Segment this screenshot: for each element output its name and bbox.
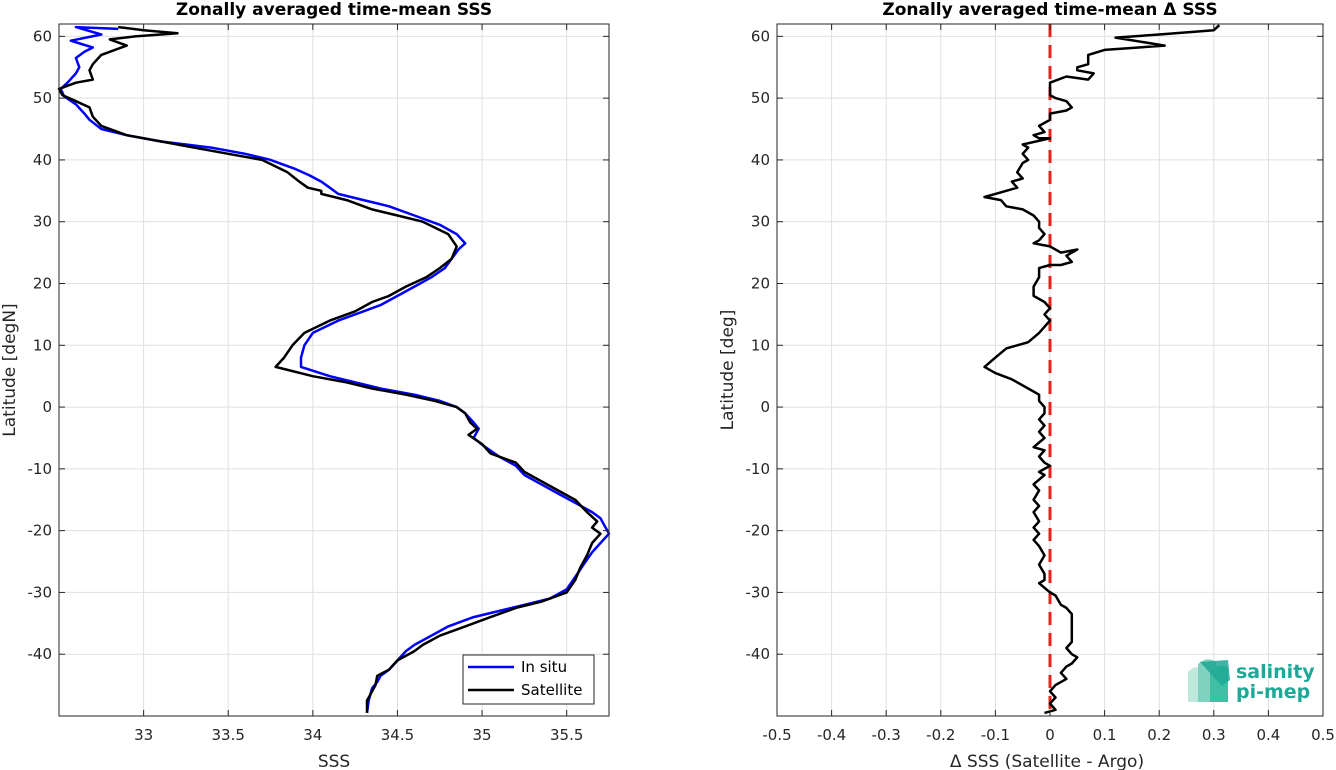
delta-sss-y-axis-label: Latitude [deg] (718, 310, 738, 431)
x-tick-label: -0.4 (817, 726, 846, 744)
x-tick-label: 34 (303, 726, 322, 744)
y-tick-label: -10 (28, 460, 53, 478)
series-line-in-situ (59, 25, 611, 714)
y-tick-label: 0 (42, 398, 52, 416)
y-tick-label: 60 (33, 27, 52, 45)
legend-label-in-situ: In situ (521, 658, 567, 676)
y-tick-label: 30 (33, 213, 52, 231)
delta-sss-y-ticks: -40 -30 -20 -10 0 10 20 30 40 50 60 (746, 27, 1323, 663)
x-tick-label: 0.3 (1202, 726, 1226, 744)
y-tick-label: -40 (28, 645, 53, 663)
x-tick-label: 0.1 (1093, 726, 1117, 744)
sss-grid (59, 24, 609, 716)
x-tick-label: -0.5 (762, 726, 791, 744)
delta-sss-x-axis-label: Δ SSS (Satellite - Argo) (950, 752, 1144, 770)
x-tick-label: 33.5 (212, 726, 245, 744)
y-tick-label: 40 (751, 151, 770, 169)
y-tick-label: 60 (751, 27, 770, 45)
delta-sss-series-group (983, 24, 1221, 715)
x-tick-label: -0.3 (872, 726, 901, 744)
sss-y-axis-label: Latitude [degN] (0, 303, 20, 436)
sss-plot-frame (58, 23, 610, 717)
y-tick-label: -30 (746, 583, 771, 601)
legend-box (462, 654, 595, 705)
x-tick-label: 0 (1045, 726, 1055, 744)
delta-sss-x-ticks: -0.5 -0.4 -0.3 -0.2 -0.1 0 0.1 0.2 0.3 0.4 0.5 (762, 24, 1335, 744)
x-tick-label: 0.5 (1311, 726, 1335, 744)
sss-series-group (57, 25, 611, 714)
delta-sss-panel: -0.5 -0.4 -0.3 -0.2 -0.1 0 0.1 0.2 0.3 0.4 0.5 -40… (718, 0, 1335, 770)
logo-text-salinity: salinity (1236, 661, 1315, 683)
delta-sss-chart-title: Zonally averaged time-mean Δ SSS (882, 0, 1217, 20)
y-tick-label: -20 (28, 522, 53, 540)
y-tick-label: 40 (33, 151, 52, 169)
logo-wave-icon (1188, 659, 1230, 702)
sss-x-ticks: 33 33.5 34 34.5 35 35.5 (134, 24, 583, 744)
legend-label-satellite: Satellite (521, 681, 582, 699)
y-tick-label: 50 (751, 89, 770, 107)
salinity-pi-mep-logo: salinity pi-mep (1188, 659, 1315, 703)
logo-text-pi-mep: pi-mep (1236, 681, 1310, 703)
y-tick-label: 0 (760, 398, 770, 416)
x-tick-label: 33 (134, 726, 153, 744)
y-tick-label: -30 (28, 583, 53, 601)
x-tick-label: -0.1 (981, 726, 1010, 744)
x-tick-label: -0.2 (926, 726, 955, 744)
y-tick-label: -20 (746, 522, 771, 540)
y-tick-label: -10 (746, 460, 771, 478)
x-tick-label: 34.5 (381, 726, 414, 744)
y-tick-label: 20 (751, 275, 770, 293)
x-tick-label: 0.2 (1147, 726, 1171, 744)
x-tick-label: 35.5 (550, 726, 583, 744)
y-tick-label: 10 (33, 336, 52, 354)
y-tick-label: 50 (33, 89, 52, 107)
x-tick-label: 35 (473, 726, 492, 744)
y-tick-label: 20 (33, 275, 52, 293)
sss-legend: In situ Satellite (462, 654, 595, 705)
sss-x-axis-label: SSS (318, 752, 350, 770)
y-tick-label: 30 (751, 213, 770, 231)
sss-panel: 33 33.5 34 34.5 35 35.5 -40 -30 -20 -10 0 10 20 30 40… (0, 0, 611, 770)
series-line-delta-sss (983, 24, 1221, 715)
y-tick-label: 10 (751, 336, 770, 354)
sss-chart-title: Zonally averaged time-mean SSS (176, 0, 492, 20)
y-tick-label: -40 (746, 645, 771, 663)
sss-y-ticks: -40 -30 -20 -10 0 10 20 30 40 50 60 (28, 27, 609, 663)
series-line-satellite (57, 25, 602, 713)
x-tick-label: 0.4 (1256, 726, 1280, 744)
